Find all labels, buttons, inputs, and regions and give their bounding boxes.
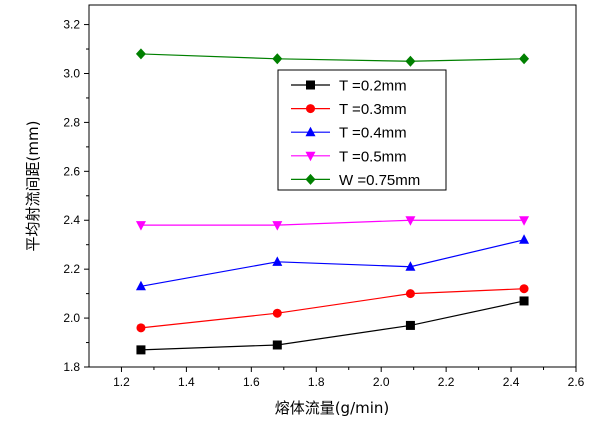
data-point	[519, 234, 530, 244]
x-tick-label: 1.4	[178, 375, 195, 389]
series-line	[140, 53, 525, 62]
y-tick-label: 2.8	[63, 115, 80, 129]
series-layer	[135, 48, 530, 355]
data-point	[519, 296, 529, 306]
legend-label: T =0.4mm	[339, 125, 407, 142]
legend-label: T =0.3mm	[339, 101, 407, 118]
y-tick-label: 3.0	[63, 66, 80, 80]
x-tick-label: 2.2	[438, 375, 455, 389]
data-point	[272, 308, 282, 318]
series-line	[140, 239, 525, 287]
legend-marker	[305, 126, 316, 137]
legend-marker	[305, 151, 316, 162]
x-tick-label: 1.2	[113, 375, 130, 389]
legend-marker	[306, 80, 315, 90]
legend-entry: T =0.4mm	[291, 125, 407, 142]
series-2	[136, 284, 529, 333]
y-tick-label: 1.8	[63, 360, 80, 374]
legend-label: T =0.5mm	[339, 148, 407, 165]
legend-label: W =0.75mm	[339, 172, 420, 189]
y-axis-title: 平均射流间距(mm)	[24, 121, 42, 252]
axis-ticks: 1.2 1.4 1.6 1.8 2.0 2.2 2.4 2.6 1.8 2.0 2.2 2.4 2.6 2…	[63, 18, 584, 389]
legend-entry: T =0.5mm	[291, 148, 407, 165]
data-point	[272, 221, 283, 231]
x-tick-label: 1.8	[308, 375, 325, 389]
x-axis-title: 熔体流量(g/min)	[275, 399, 390, 417]
data-point	[272, 53, 283, 65]
legend-marker	[306, 104, 315, 114]
data-point	[405, 320, 415, 330]
series-1	[136, 296, 529, 355]
x-tick-label: 1.6	[243, 375, 260, 389]
legend-marker	[305, 173, 316, 185]
data-point	[272, 340, 282, 350]
y-tick-label: 3.2	[63, 18, 80, 32]
legend: T =0.2mm T =0.3mm T =0.4mm T =0.5mm W =0.75m…	[277, 69, 447, 191]
data-point	[405, 289, 415, 299]
x-tick-label: 2.4	[503, 375, 520, 389]
legend-label: T =0.2mm	[339, 78, 407, 95]
data-point	[405, 55, 416, 67]
data-point	[405, 216, 416, 226]
y-tick-label: 2.6	[63, 164, 80, 178]
series-line	[140, 300, 525, 351]
data-point	[135, 280, 146, 291]
x-tick-label: 2.6	[568, 375, 585, 389]
legend-entry: T =0.2mm	[291, 78, 407, 95]
series-5	[135, 48, 530, 67]
y-tick-label: 2.0	[63, 311, 80, 325]
data-point	[272, 256, 283, 266]
data-point	[136, 345, 146, 355]
data-point	[519, 53, 530, 65]
data-point	[135, 48, 146, 60]
series-line	[140, 219, 525, 226]
series-4	[135, 216, 530, 231]
data-point	[405, 261, 416, 271]
legend-box	[277, 69, 447, 191]
data-point	[136, 323, 146, 333]
data-point	[519, 284, 529, 294]
legend-entry: T =0.3mm	[291, 101, 407, 118]
data-point	[135, 221, 146, 231]
series-3	[135, 234, 530, 291]
y-tick-label: 2.2	[63, 262, 80, 276]
legend-entry: W =0.75mm	[291, 172, 420, 189]
x-tick-label: 2.0	[373, 375, 390, 389]
series-line	[140, 288, 525, 329]
y-tick-label: 2.4	[63, 213, 80, 227]
data-point	[519, 216, 530, 226]
plot-frame	[88, 4, 577, 368]
